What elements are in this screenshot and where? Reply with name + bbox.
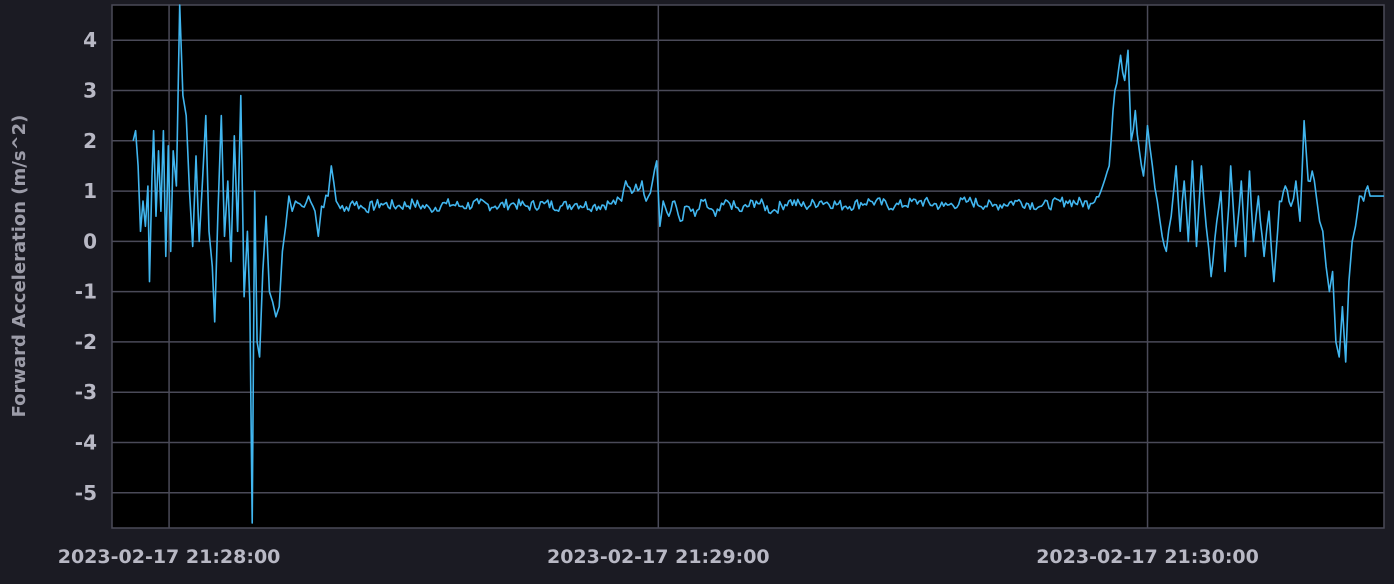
x-tick-label: 2023-02-17 21:29:00 bbox=[547, 546, 770, 568]
y-axis-ticks: 4 3 2 1 0 -1 -2 -3 -4 -5 bbox=[75, 28, 97, 505]
series-line bbox=[132, 4, 1384, 524]
y-tick-label: -4 bbox=[75, 431, 97, 455]
x-tick-label: 2023-02-17 21:28:00 bbox=[58, 546, 281, 568]
x-axis-ticks: 2023-02-17 21:28:00 2023-02-17 21:29:00 20… bbox=[58, 546, 1259, 568]
y-tick-label: -1 bbox=[75, 280, 97, 304]
y-tick-label: -2 bbox=[75, 330, 97, 354]
y-tick-label: 3 bbox=[83, 78, 97, 102]
series-layer bbox=[132, 4, 1384, 524]
plot-frame bbox=[111, 4, 1385, 529]
y-tick-label: 4 bbox=[83, 28, 97, 52]
y-tick-label: -3 bbox=[75, 380, 97, 404]
y-tick-label: 1 bbox=[83, 179, 97, 203]
y-axis-label: Forward Acceleration (m/s^2) bbox=[9, 115, 30, 418]
y-tick-label: -5 bbox=[75, 481, 97, 505]
grid bbox=[111, 4, 1385, 529]
x-tick-label: 2023-02-17 21:30:00 bbox=[1036, 546, 1259, 568]
y-tick-label: 2 bbox=[83, 129, 97, 153]
y-tick-label: 0 bbox=[83, 229, 97, 253]
plot-area bbox=[112, 5, 1384, 528]
